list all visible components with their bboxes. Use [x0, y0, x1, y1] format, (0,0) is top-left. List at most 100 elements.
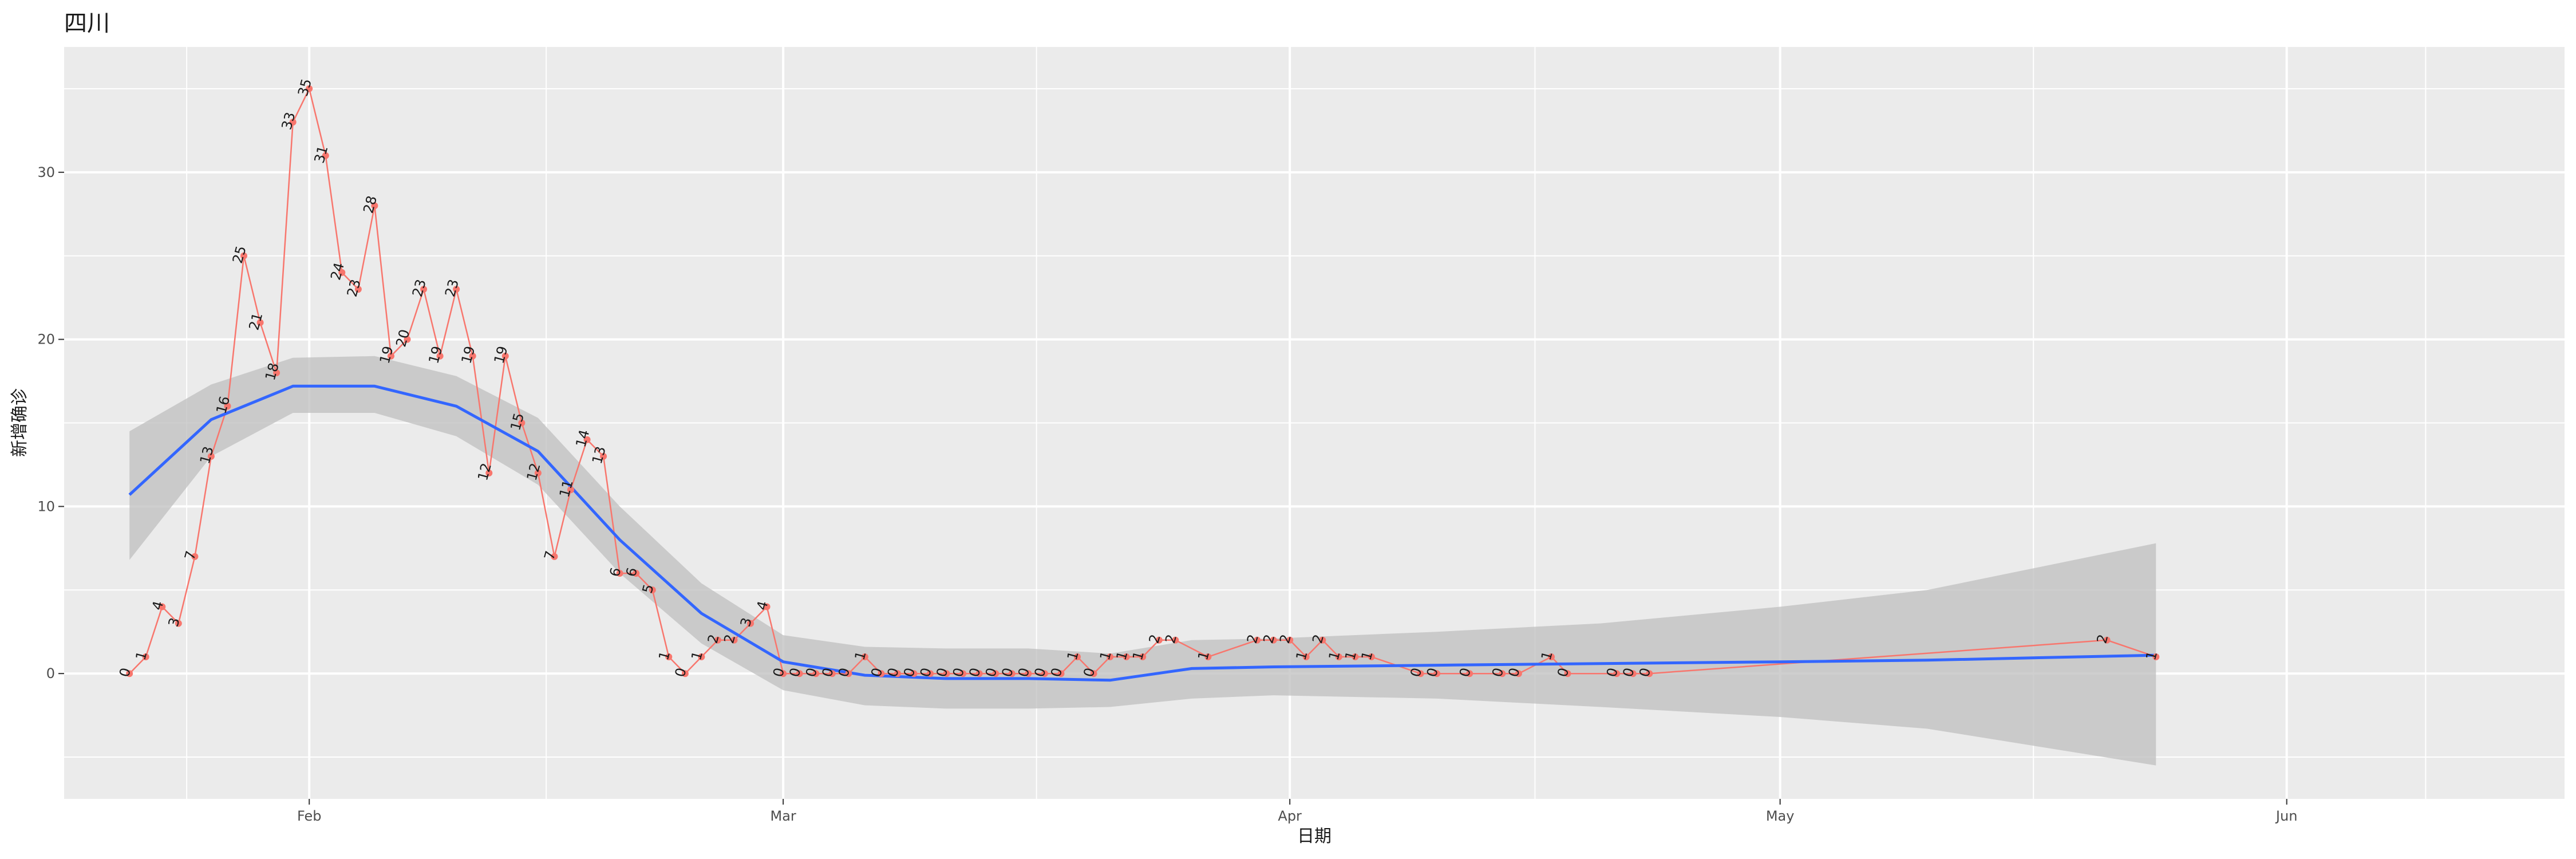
data-point: [796, 670, 803, 677]
data-label: 2: [1146, 633, 1164, 645]
data-point: [485, 470, 493, 476]
data-point: [175, 620, 182, 627]
data-label: 0: [999, 666, 1017, 679]
data-point: [1008, 670, 1016, 677]
data-label: 4: [753, 599, 771, 612]
data-label: 0: [672, 666, 690, 679]
x-tick-label: Jun: [2275, 808, 2298, 824]
data-point: [714, 636, 721, 644]
data-point: [1041, 670, 1048, 677]
data-point: [1564, 670, 1571, 677]
data-point: [910, 670, 918, 677]
data-point: [1302, 653, 1310, 660]
data-point: [2152, 653, 2160, 660]
data-label: 1: [1195, 649, 1212, 662]
data-label: 1: [1358, 649, 1376, 662]
data-label: 0: [917, 666, 935, 679]
data-point: [534, 470, 542, 476]
data-point: [256, 319, 264, 326]
data-point: [1499, 670, 1506, 677]
y-tick-label: 10: [37, 498, 55, 514]
data-label: 0: [116, 666, 134, 679]
data-label: 0: [900, 666, 918, 679]
data-label: 2: [705, 633, 722, 645]
data-point: [828, 670, 836, 677]
data-label: 2: [1244, 633, 1262, 645]
data-label: 0: [786, 666, 804, 679]
data-point: [1335, 653, 1342, 660]
data-point: [730, 636, 738, 644]
data-point: [861, 653, 868, 660]
data-point: [845, 670, 852, 677]
data-label: 0: [1506, 666, 1523, 679]
data-point: [518, 419, 526, 427]
x-tick-label: Mar: [771, 808, 796, 824]
data-label: 7: [541, 549, 559, 562]
data-label: 1: [688, 649, 706, 662]
data-label: 2: [1260, 633, 1278, 645]
data-point: [1155, 636, 1163, 644]
x-axis: Feb Mar Apr May Jun: [297, 799, 2297, 824]
data-label: 6: [606, 566, 624, 578]
data-point: [1286, 636, 1294, 644]
data-point: [1319, 636, 1326, 644]
data-point: [583, 436, 591, 443]
data-label: 3: [737, 616, 755, 629]
data-label: 0: [1554, 666, 1572, 679]
data-label: 1: [1097, 649, 1115, 662]
data-point: [1417, 670, 1424, 677]
data-point: [927, 670, 934, 677]
data-label: 0: [933, 666, 951, 679]
data-label: 0: [1424, 666, 1441, 679]
data-point: [551, 553, 558, 560]
data-label: 0: [1407, 666, 1425, 679]
data-points: [126, 85, 2160, 677]
data-label: 2: [1162, 633, 1180, 645]
data-label: 1: [655, 649, 673, 662]
data-label: 0: [1032, 666, 1049, 679]
x-axis-title: 日期: [1297, 826, 1332, 846]
data-point: [1090, 670, 1097, 677]
data-point: [404, 336, 411, 343]
data-point: [1613, 670, 1621, 677]
data-point: [812, 670, 820, 677]
data-label: 0: [1619, 666, 1637, 679]
data-point: [126, 670, 133, 677]
data-point: [142, 653, 149, 660]
data-point: [633, 570, 640, 577]
data-label: 0: [982, 666, 1000, 679]
chart-title: 四川: [64, 10, 110, 37]
data-point: [420, 286, 428, 293]
data-label: 1: [1293, 649, 1310, 662]
data-point: [240, 252, 247, 259]
x-tick-label: Feb: [297, 808, 322, 824]
data-point: [1352, 653, 1359, 660]
data-label: 1: [1538, 649, 1556, 662]
y-tick-label: 0: [46, 665, 55, 681]
data-point: [943, 670, 950, 677]
data-point: [1057, 670, 1065, 677]
smooth-polyline: [128, 384, 2156, 682]
data-point: [878, 670, 885, 677]
data-label: 1: [1113, 649, 1131, 662]
y-tick-label: 30: [37, 164, 55, 180]
data-point: [207, 452, 215, 460]
data-point: [894, 670, 901, 677]
data-label: 1: [1129, 649, 1147, 662]
data-point: [436, 352, 444, 360]
data-point: [1270, 636, 1277, 644]
data-point: [306, 85, 313, 92]
data-label: 0: [950, 666, 967, 679]
data-point: [371, 202, 378, 210]
data-point: [600, 452, 607, 460]
data-label: 7: [181, 549, 199, 562]
data-point: [354, 286, 362, 293]
x-tick-label: May: [1766, 808, 1795, 824]
data-label: 0: [1636, 666, 1654, 679]
data-point: [1204, 653, 1212, 660]
data-point: [698, 653, 705, 660]
data-point: [780, 670, 787, 677]
data-label: 0: [868, 666, 886, 679]
data-label: 1: [132, 649, 150, 662]
data-label: 0: [1603, 666, 1621, 679]
